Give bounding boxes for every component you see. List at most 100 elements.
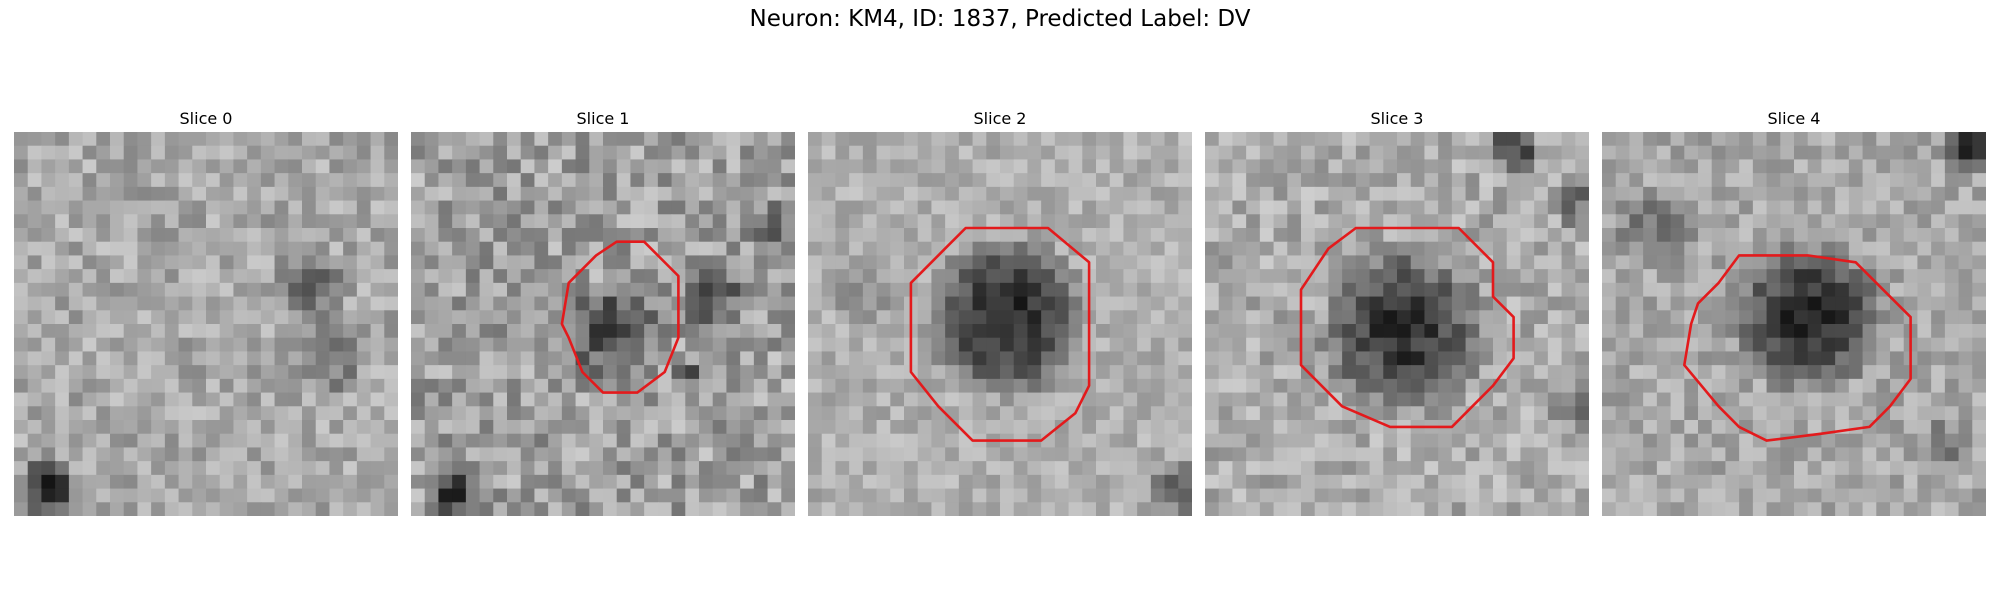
- pixel-cell: [1397, 502, 1412, 516]
- pixel-cell: [260, 420, 276, 435]
- pixel-cell: [1096, 378, 1111, 394]
- pixel-cell: [534, 474, 549, 490]
- pixel-cell: [1615, 296, 1631, 311]
- pixel-cell: [206, 324, 221, 339]
- pixel-cell: [1369, 186, 1384, 202]
- pixel-cell: [1780, 214, 1795, 229]
- pixel-cell: [1575, 433, 1589, 449]
- pixel-cell: [1438, 145, 1453, 161]
- pixel-cell: [849, 214, 864, 229]
- pixel-cell: [1903, 228, 1919, 243]
- pixel-cell: [890, 392, 905, 407]
- pixel-cell: [55, 296, 70, 311]
- pixel-cell: [1246, 447, 1261, 462]
- pixel-cell: [14, 282, 29, 298]
- pixel-cell: [520, 406, 536, 421]
- pixel-cell: [1109, 228, 1125, 243]
- pixel-cell: [219, 159, 235, 174]
- pixel-cell: [452, 488, 467, 503]
- pixel-cell: [1917, 186, 1932, 202]
- pixel-cell: [315, 392, 331, 407]
- pixel-cell: [260, 228, 276, 243]
- pixel-cell: [1848, 351, 1864, 366]
- pixel-cell: [260, 241, 276, 257]
- pixel-cell: [1506, 296, 1522, 311]
- pixel-cell: [1369, 461, 1384, 476]
- pixel-cell: [302, 255, 317, 270]
- pixel-cell: [465, 159, 481, 174]
- pixel-cell: [1944, 324, 1960, 339]
- pixel-cell: [1397, 214, 1412, 229]
- pixel-cell: [1013, 296, 1029, 311]
- pixel-cell: [1821, 241, 1836, 257]
- pixel-cell: [904, 241, 919, 257]
- pixel-cell: [1766, 214, 1781, 229]
- pixel-cell: [1355, 474, 1371, 490]
- pixel-cell: [1780, 255, 1795, 270]
- pixel-cell: [384, 228, 398, 243]
- pixel-cell: [876, 173, 891, 188]
- pixel-cell: [1096, 159, 1111, 174]
- pixel-cell: [206, 282, 221, 298]
- pixel-cell: [1656, 282, 1672, 298]
- pixel-cell: [1807, 324, 1823, 339]
- pixel-cell: [1451, 159, 1467, 174]
- pixel-cell: [370, 433, 385, 449]
- pixel-cell: [603, 461, 618, 476]
- pixel-cell: [370, 145, 385, 161]
- pixel-cell: [302, 488, 317, 503]
- pixel-cell: [68, 269, 84, 284]
- pixel-cell: [1438, 378, 1453, 394]
- pixel-cell: [151, 324, 166, 339]
- pixel-cell: [479, 159, 494, 174]
- pixel-cell: [1711, 365, 1727, 380]
- pixel-cell: [781, 392, 795, 407]
- pixel-cell: [1328, 310, 1343, 325]
- pixel-cell: [862, 132, 878, 147]
- segmentation-contour: [560, 240, 680, 394]
- pixel-cell: [1232, 145, 1247, 161]
- pixel-cell: [1041, 159, 1056, 174]
- pixel-cell: [82, 502, 97, 516]
- pixel-cell: [1725, 392, 1740, 407]
- pixel-cell: [1711, 296, 1727, 311]
- pixel-cell: [1301, 310, 1316, 325]
- pixel-cell: [493, 173, 508, 188]
- pixel-cell: [849, 173, 864, 188]
- pixel-cell: [356, 406, 372, 421]
- pixel-cell: [1000, 502, 1015, 516]
- pixel-cell: [1643, 145, 1658, 161]
- pixel-cell: [274, 433, 289, 449]
- pixel-cell: [1451, 365, 1467, 380]
- pixel-cell: [424, 502, 440, 516]
- pixel-cell: [1424, 241, 1439, 257]
- pixel-cell: [1972, 447, 1986, 462]
- pixel-cell: [1534, 378, 1549, 394]
- pixel-cell: [247, 200, 262, 215]
- pixel-cell: [1629, 228, 1644, 243]
- pixel-cell: [1328, 145, 1343, 161]
- pixel-cell: [438, 145, 453, 161]
- pixel-cell: [1821, 145, 1836, 161]
- pixel-cell: [972, 282, 987, 298]
- pixel-cell: [1109, 186, 1125, 202]
- pixel-cell: [753, 337, 769, 353]
- pixel-cell: [1821, 461, 1836, 476]
- pixel-cell: [712, 200, 728, 215]
- pixel-cell: [671, 474, 686, 490]
- pixel-cell: [1218, 228, 1234, 243]
- pixel-cell: [438, 488, 453, 503]
- pixel-cell: [14, 337, 29, 353]
- pixel-cell: [315, 365, 331, 380]
- pixel-cell: [644, 474, 659, 490]
- pixel-cell: [27, 282, 43, 298]
- pixel-cell: [1534, 159, 1549, 174]
- pixel-cell: [1424, 173, 1439, 188]
- pixel-cell: [520, 502, 536, 516]
- pixel-cell: [1575, 378, 1589, 394]
- pixel-cell: [1000, 159, 1015, 174]
- pixel-cell: [945, 145, 960, 161]
- pixel-cell: [356, 433, 372, 449]
- pixel-cell: [589, 461, 604, 476]
- pixel-cell: [1123, 378, 1138, 394]
